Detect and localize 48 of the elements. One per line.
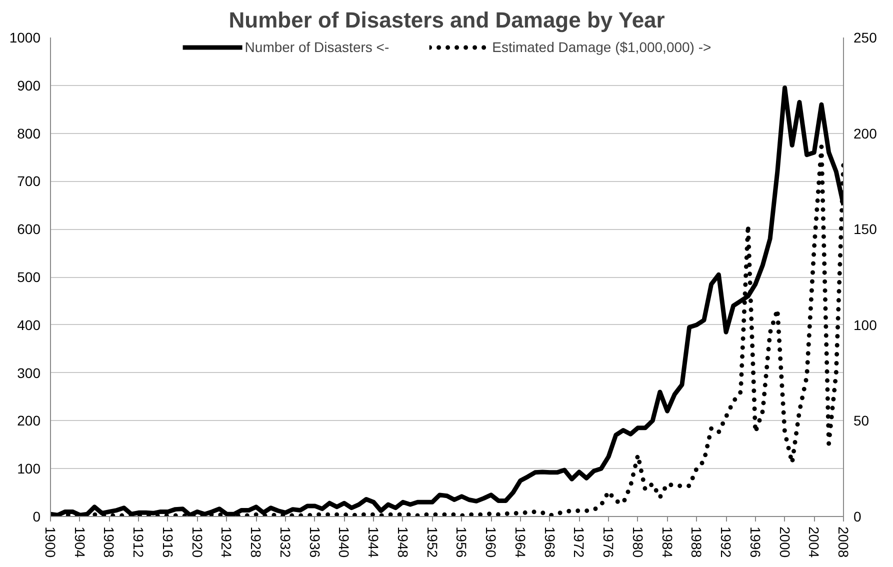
x-tick-label: 1984 <box>659 526 676 558</box>
x-tick-label: 1920 <box>189 526 206 558</box>
x-tick-label: 1988 <box>688 526 705 558</box>
x-tick-label: 1968 <box>542 526 558 558</box>
y-tick-label: 600 <box>17 221 41 238</box>
y-tick-label: 800 <box>17 125 41 142</box>
x-tick-label: 1912 <box>130 526 147 558</box>
y2-tick-label: 200 <box>854 125 878 142</box>
x-tick-label: 1928 <box>248 526 264 558</box>
x-tick-label: 1972 <box>571 526 588 558</box>
y2-tick-label: 250 <box>854 30 878 46</box>
y-tick-label: 0 <box>32 508 41 524</box>
y2-tick-label: 150 <box>854 221 878 238</box>
x-tick-label: 1924 <box>218 526 235 558</box>
x-tick-label: 1904 <box>72 526 88 558</box>
x-tick-label: 1980 <box>630 526 646 558</box>
x-tick-label: 1944 <box>366 526 382 558</box>
chart-title: Number of Disasters and Damage by Year <box>228 8 666 32</box>
y-tick-label: 200 <box>17 412 41 429</box>
y-tick-label: 400 <box>17 316 41 333</box>
legend-label: Number of Disasters <- <box>244 39 390 55</box>
x-tick-label: 2004 <box>806 526 822 558</box>
x-tick-label: 1940 <box>336 526 352 558</box>
x-tick-label: 1952 <box>424 526 440 558</box>
x-tick-label: 1960 <box>483 526 500 558</box>
y-tick-label: 100 <box>17 460 41 477</box>
y2-tick-label: 50 <box>854 412 870 429</box>
x-tick-label: 1932 <box>277 526 294 558</box>
y-tick-label: 500 <box>17 269 41 285</box>
y-tick-label: 1000 <box>9 30 41 46</box>
y-tick-label: 700 <box>17 173 41 190</box>
x-tick-label: 1908 <box>101 526 118 558</box>
y-tick-label: 900 <box>17 77 41 94</box>
x-tick-label: 1976 <box>600 526 617 558</box>
x-tick-label: 1948 <box>394 526 411 558</box>
x-tick-label: 1900 <box>42 526 58 558</box>
y2-tick-label: 100 <box>854 316 878 333</box>
y2-tick-label: 0 <box>854 508 862 524</box>
x-tick-label: 2008 <box>836 526 852 558</box>
x-tick-label: 1992 <box>718 526 734 558</box>
x-tick-label: 1964 <box>512 526 528 558</box>
x-tick-label: 1956 <box>454 526 470 558</box>
x-tick-label: 2000 <box>776 526 793 558</box>
x-tick-label: 1996 <box>747 526 764 558</box>
x-tick-label: 1916 <box>160 526 176 558</box>
y-tick-label: 300 <box>17 364 41 381</box>
legend-label: Estimated Damage ($1,000,000) -> <box>492 39 712 55</box>
x-tick-label: 1936 <box>306 526 323 558</box>
